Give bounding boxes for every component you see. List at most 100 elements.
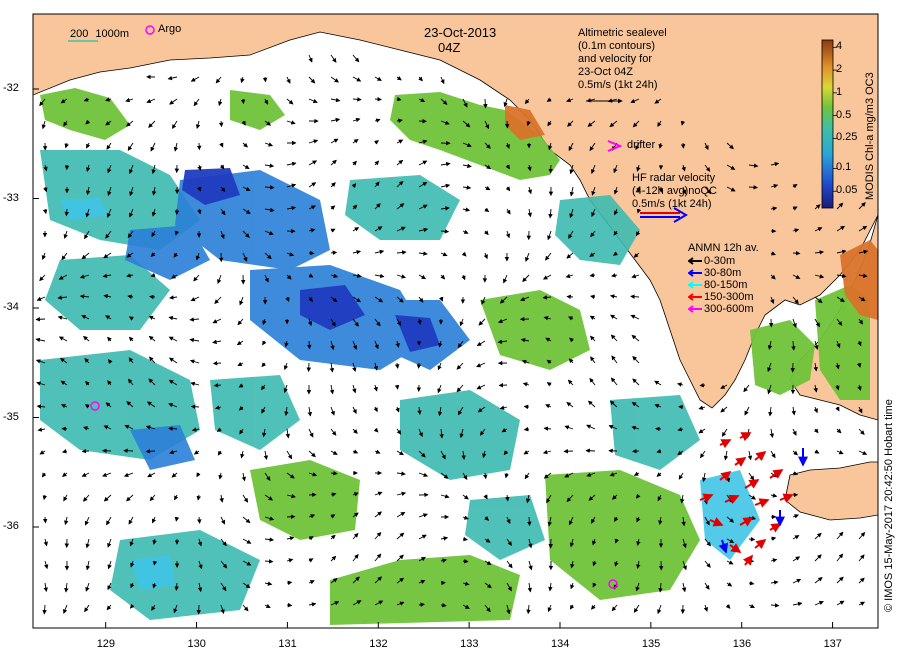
velocity-arrow [58, 336, 68, 342]
velocity-arrow [60, 98, 68, 104]
velocity-arrow [462, 163, 472, 169]
velocity-arrow [477, 406, 486, 413]
velocity-arrow [59, 357, 68, 364]
velocity-arrow [614, 560, 619, 567]
velocity-arrow [215, 76, 222, 84]
velocity-arrow [396, 532, 405, 540]
velocity-arrow [197, 208, 202, 215]
velocity-arrow [190, 296, 200, 302]
velocity-arrow [725, 603, 731, 609]
velocity-arrow [168, 403, 178, 408]
velocity-arrow [768, 406, 773, 417]
velocity-arrow [568, 142, 574, 152]
velocity-arrow [630, 98, 640, 104]
velocity-arrow [352, 97, 362, 102]
chl-patches-deep-blue [182, 168, 440, 352]
velocity-arrow [504, 472, 509, 479]
velocity-arrow [656, 472, 662, 477]
y-tick-label: -34 [3, 301, 19, 313]
velocity-arrow [856, 362, 862, 368]
velocity-arrow [374, 226, 383, 232]
velocity-arrow [168, 379, 178, 386]
velocity-arrow [813, 384, 818, 393]
velocity-arrow [197, 582, 203, 593]
velocity-arrow [43, 582, 48, 593]
velocity-arrow [352, 428, 358, 434]
velocity-arrow [308, 558, 314, 563]
velocity-arrow [418, 428, 423, 438]
velocity-arrow [548, 142, 553, 151]
velocity-arrow [418, 556, 426, 562]
velocity-arrow [107, 538, 112, 548]
velocity-arrow [484, 142, 491, 149]
velocity-arrow [214, 296, 222, 305]
velocity-arrow [63, 494, 68, 502]
velocity-arrow [236, 340, 244, 346]
velocity-arrow [681, 164, 686, 172]
hf-radar-legend: HF radar velocity (4-12h avg)noQC 0.5m/s… [632, 172, 717, 211]
velocity-arrow [242, 142, 248, 148]
velocity-arrow [169, 98, 178, 105]
chl-patches-teal [40, 150, 700, 620]
land-kangaroo-island [784, 461, 878, 521]
velocity-arrow [39, 274, 46, 282]
velocity-arrow [352, 492, 359, 497]
velocity-arrow [440, 229, 450, 234]
velocity-arrow [128, 316, 134, 321]
velocity-arrow [169, 449, 178, 455]
velocity-arrow [505, 142, 510, 149]
velocity-arrow [126, 252, 134, 258]
velocity-arrow [174, 516, 180, 522]
velocity-arrow [439, 428, 444, 439]
velocity-arrow [330, 514, 336, 519]
velocity-arrow [678, 472, 684, 480]
velocity-arrow [569, 164, 574, 175]
velocity-arrow [220, 230, 225, 240]
velocity-arrow [396, 118, 403, 123]
velocity-arrow [440, 274, 446, 280]
velocity-arrow [42, 516, 48, 524]
velocity-arrow [836, 450, 844, 455]
velocity-arrow [283, 384, 288, 394]
velocity-arrow [613, 208, 619, 216]
velocity-arrow [633, 604, 640, 613]
velocity-arrow [107, 336, 112, 342]
velocity-arrow [769, 428, 775, 439]
velocity-arrow [220, 208, 226, 216]
velocity-arrow [64, 582, 69, 593]
velocity-arrow [462, 536, 468, 542]
velocity-arrow [542, 449, 552, 455]
velocity-arrow [631, 401, 640, 408]
velocity-arrow [128, 336, 134, 342]
velocity-arrow [41, 120, 47, 130]
velocity-arrow [546, 382, 552, 387]
velocity-arrow [81, 252, 90, 260]
velocity-arrow [374, 76, 382, 81]
velocity-arrow [285, 296, 290, 302]
velocity-arrow [726, 560, 734, 565]
velocity-arrow [791, 340, 796, 351]
velocity-arrow [261, 362, 267, 368]
velocity-arrow [505, 494, 510, 502]
velocity-arrow [308, 139, 319, 144]
velocity-arrow [242, 494, 249, 503]
velocity-arrow [524, 98, 530, 105]
velocity-arrow [264, 98, 269, 105]
velocity-arrow [352, 318, 359, 327]
velocity-arrow [570, 582, 575, 590]
velocity-arrow [636, 516, 641, 523]
velocity-arrow [394, 384, 400, 390]
velocity-arrow [770, 558, 778, 563]
velocity-arrow [726, 516, 735, 523]
velocity-arrow [632, 378, 640, 386]
velocity-arrow [523, 450, 530, 455]
velocity-arrow [396, 203, 405, 210]
velocity-arrow [522, 382, 530, 387]
velocity-arrow [613, 164, 618, 174]
velocity-arrow [43, 560, 49, 570]
velocity-arrow [767, 384, 772, 395]
velocity-arrow [814, 318, 820, 328]
colorbar-tick-label: 1 [836, 85, 843, 98]
velocity-arrow [566, 294, 574, 300]
velocity-arrow [418, 251, 428, 256]
